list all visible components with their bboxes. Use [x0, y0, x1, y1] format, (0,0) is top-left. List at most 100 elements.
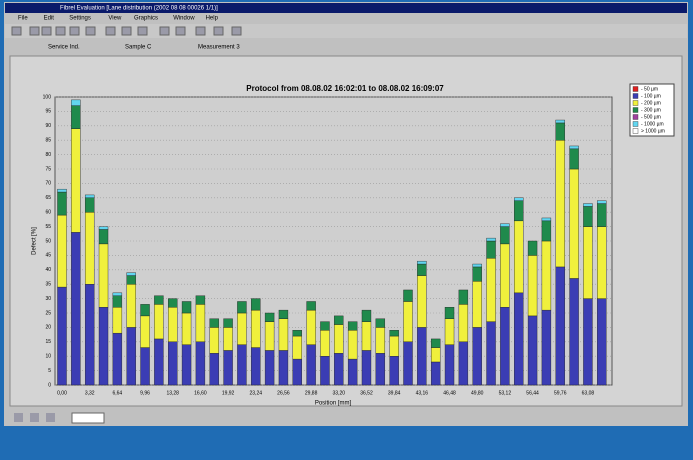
y-tick-label: 55 [45, 224, 51, 230]
tool-button[interactable] [121, 26, 132, 36]
x-tick-label: 26,56 [277, 390, 290, 396]
bar-segment [57, 191, 67, 216]
zoom-input[interactable] [71, 412, 105, 424]
bar-segment [112, 292, 123, 296]
info-label: Sample C [125, 45, 152, 51]
bar-segment [403, 289, 413, 302]
bar-segment [71, 128, 81, 233]
x-tick-label: 23,24 [250, 390, 263, 396]
bar-segment [527, 255, 538, 317]
legend-swatch [632, 121, 639, 127]
bar-segment [71, 99, 81, 106]
legend-label: - 100 µm [641, 93, 661, 99]
x-tick-label: 43,16 [416, 390, 429, 396]
bar-segment [514, 197, 524, 201]
bar-segment [223, 350, 233, 386]
bar-segment [486, 240, 496, 259]
bar-segment [126, 284, 136, 328]
y-tick-label: 85 [45, 138, 51, 144]
bar-segment [195, 341, 206, 386]
bar-segment [251, 298, 261, 311]
menu-item[interactable]: View [108, 16, 122, 22]
tool-button[interactable] [29, 26, 40, 36]
x-tick-label: 59,76 [554, 390, 567, 396]
bar-segment [292, 335, 302, 360]
bar-segment [361, 309, 372, 322]
bar-segment [84, 211, 95, 285]
bar-segment [154, 304, 164, 340]
y-tick-label: 45 [45, 253, 51, 259]
bar-segment [251, 309, 261, 348]
y-axis-label: Defect [%] [32, 227, 38, 255]
x-tick-label: 6,64 [112, 390, 122, 396]
tool-button[interactable] [55, 26, 66, 36]
status-button[interactable] [46, 413, 55, 422]
bar-segment [514, 200, 524, 222]
bar-segment [472, 327, 482, 386]
bar-segment [597, 203, 607, 227]
tool-button[interactable] [41, 26, 52, 36]
tool-button[interactable] [213, 26, 224, 36]
bar-segment [541, 240, 552, 311]
bar-segment [500, 226, 510, 245]
y-tick-label: 40 [45, 267, 51, 273]
bar-segment [98, 243, 109, 308]
bar-segment [430, 338, 441, 348]
y-tick-label: 75 [45, 166, 51, 172]
bar-segment [154, 338, 164, 386]
legend-label: - 300 µm [641, 107, 661, 113]
bar-segment [486, 321, 496, 386]
tool-button[interactable] [137, 26, 148, 36]
menu-item[interactable]: Window [173, 16, 195, 22]
tool-button[interactable] [159, 26, 170, 36]
bar-segment [583, 226, 593, 299]
y-tick-label: 5 [48, 368, 51, 374]
bar-segment [597, 298, 607, 386]
tool-button[interactable] [85, 26, 96, 36]
x-tick-label: 3,32 [85, 390, 95, 396]
x-tick-label: 19,92 [222, 390, 235, 396]
tool-button[interactable] [69, 26, 80, 36]
x-tick-label: 16,60 [194, 390, 207, 396]
tool-button[interactable] [175, 26, 186, 36]
menu-item[interactable]: Graphics [134, 16, 158, 22]
bar-segment [569, 145, 579, 150]
bar-segment [514, 220, 524, 294]
bar-segment [583, 206, 593, 227]
x-tick-label: 39,84 [388, 390, 401, 396]
legend-label: - 50 µm [641, 86, 658, 92]
bar-segment [444, 344, 455, 386]
bar-segment [209, 353, 219, 386]
legend-swatch [632, 107, 639, 113]
bar-segment [555, 139, 565, 268]
menu-item[interactable]: Help [206, 16, 219, 22]
tool-button[interactable] [105, 26, 116, 36]
menu-item[interactable]: File [18, 16, 28, 22]
bar-segment [458, 304, 469, 342]
bar-segment [472, 281, 482, 328]
bar-segment [57, 188, 67, 193]
legend-swatch [632, 86, 639, 92]
bar-segment [140, 304, 150, 317]
tool-button[interactable] [231, 26, 242, 36]
y-tick-label: 70 [45, 181, 51, 187]
tool-button[interactable] [195, 26, 206, 36]
x-tick-label: 13,28 [166, 390, 179, 396]
menu-item[interactable]: Edit [44, 16, 55, 22]
bar-segment [57, 286, 67, 386]
bar-segment [278, 309, 289, 319]
bar-segment [361, 350, 372, 386]
bar-segment [84, 284, 95, 386]
tool-button[interactable] [11, 26, 22, 36]
bar-segment [403, 341, 413, 386]
status-button[interactable] [14, 413, 23, 422]
bar-segment [306, 301, 316, 311]
bar-segment [347, 330, 358, 360]
bar-segment [112, 307, 123, 334]
legend-swatch [632, 114, 639, 120]
menu-item[interactable]: Settings [69, 16, 91, 22]
bar-segment [417, 327, 427, 386]
status-button[interactable] [30, 413, 39, 422]
bar-segment [292, 330, 302, 337]
